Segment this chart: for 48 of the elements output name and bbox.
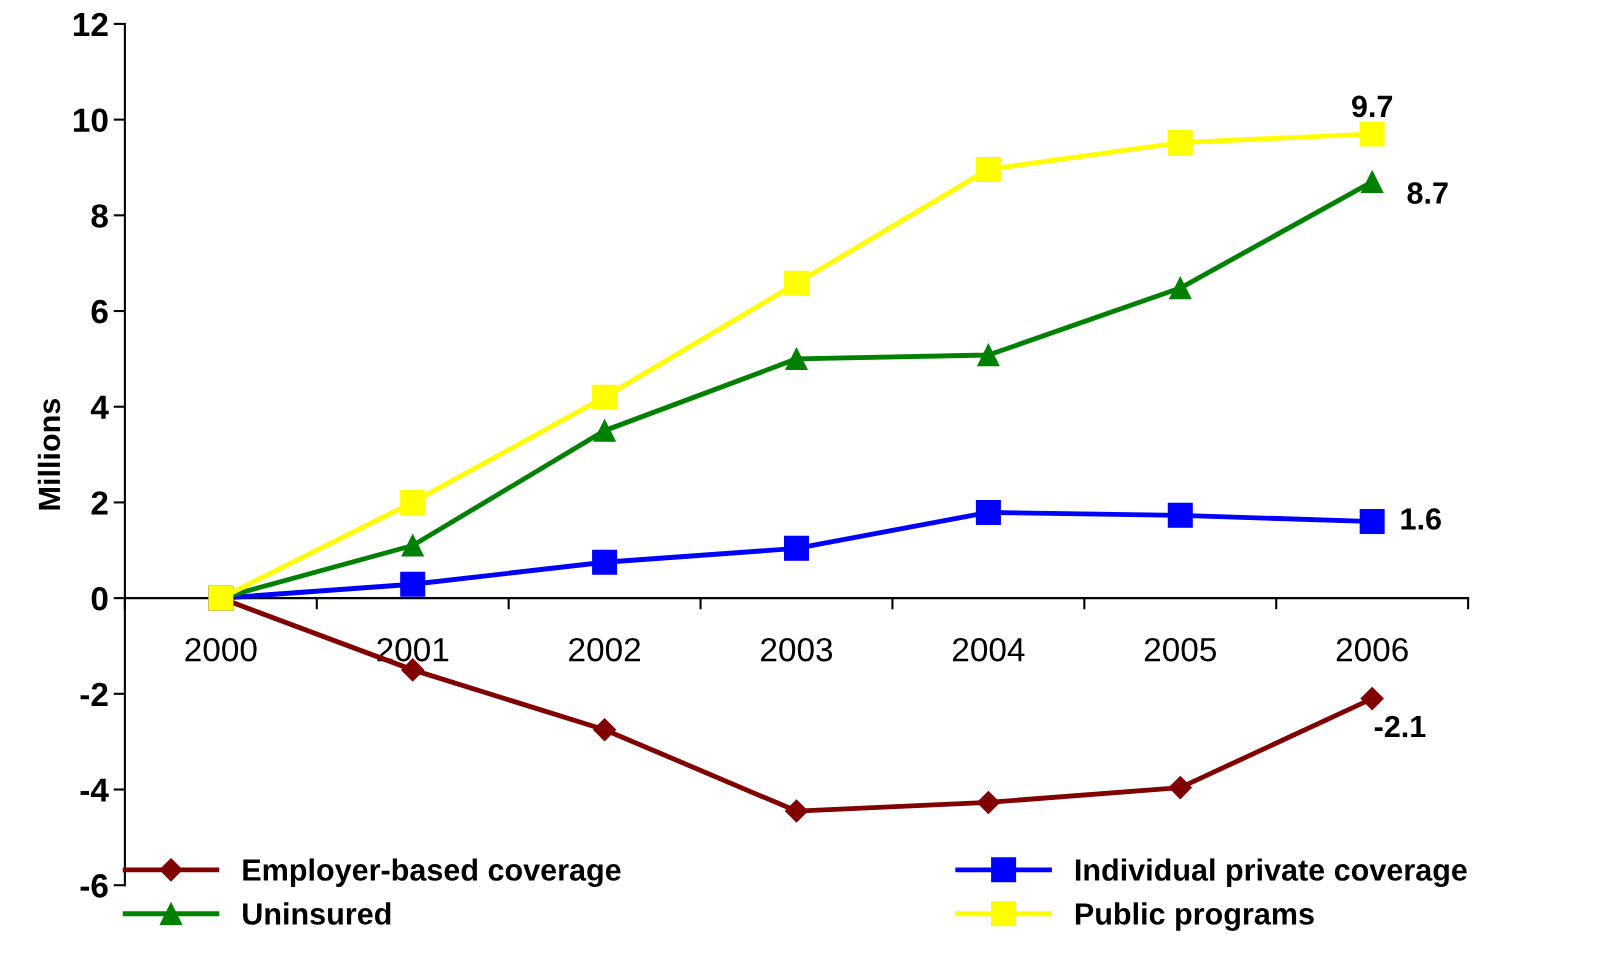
y-tick-label: 0: [91, 586, 108, 611]
point: [1359, 509, 1385, 535]
x-tick-label: 2005: [1144, 637, 1216, 662]
legend-label: Public programs: [1075, 902, 1314, 931]
point: [1361, 170, 1384, 193]
x-tick-label: 2000: [185, 637, 257, 662]
point: [400, 489, 426, 515]
data-label: -2.1: [1374, 715, 1426, 738]
point: [593, 718, 617, 742]
point: [592, 384, 618, 410]
legend-label: Individual private coverage: [1075, 858, 1467, 888]
point: [976, 790, 1000, 814]
point: [784, 799, 808, 823]
point: [1169, 276, 1192, 300]
data-label: 8.7: [1407, 182, 1448, 204]
point: [975, 499, 1001, 525]
x-tick-label: 2004: [952, 637, 1025, 662]
y-tick-label: -2: [80, 682, 108, 706]
point: [783, 270, 809, 296]
y-axis-title: Millions: [37, 398, 61, 510]
point: [783, 535, 809, 561]
point: [1168, 776, 1192, 800]
y-tick-label: 8: [91, 204, 108, 228]
legend-label: Employer-based coverage: [243, 858, 621, 888]
data-label: 9.7: [1352, 95, 1393, 118]
legend-label: Uninsured: [243, 902, 391, 925]
point: [593, 419, 616, 442]
point: [975, 156, 1001, 182]
point: [401, 534, 424, 557]
y-tick-label: 6: [91, 299, 108, 324]
x-tick-label: 2002: [569, 637, 641, 662]
point: [400, 571, 426, 597]
y-tick-label: 12: [73, 12, 108, 36]
point: [785, 347, 808, 370]
y-tick-label: 10: [73, 108, 108, 133]
point: [1359, 121, 1385, 147]
y-tick-label: 4: [90, 395, 109, 419]
x-tick-label: 2006: [1336, 637, 1408, 662]
data-label: 1.6: [1401, 508, 1441, 530]
point: [592, 549, 618, 575]
point: [1167, 130, 1193, 156]
point: [1167, 502, 1193, 528]
y-tick-label: -6: [80, 874, 108, 898]
y-tick-label: 2: [91, 491, 108, 515]
y-tick-label: -4: [80, 778, 109, 802]
point: [1360, 687, 1384, 711]
point: [977, 343, 1000, 367]
x-tick-label: 2003: [761, 637, 833, 662]
